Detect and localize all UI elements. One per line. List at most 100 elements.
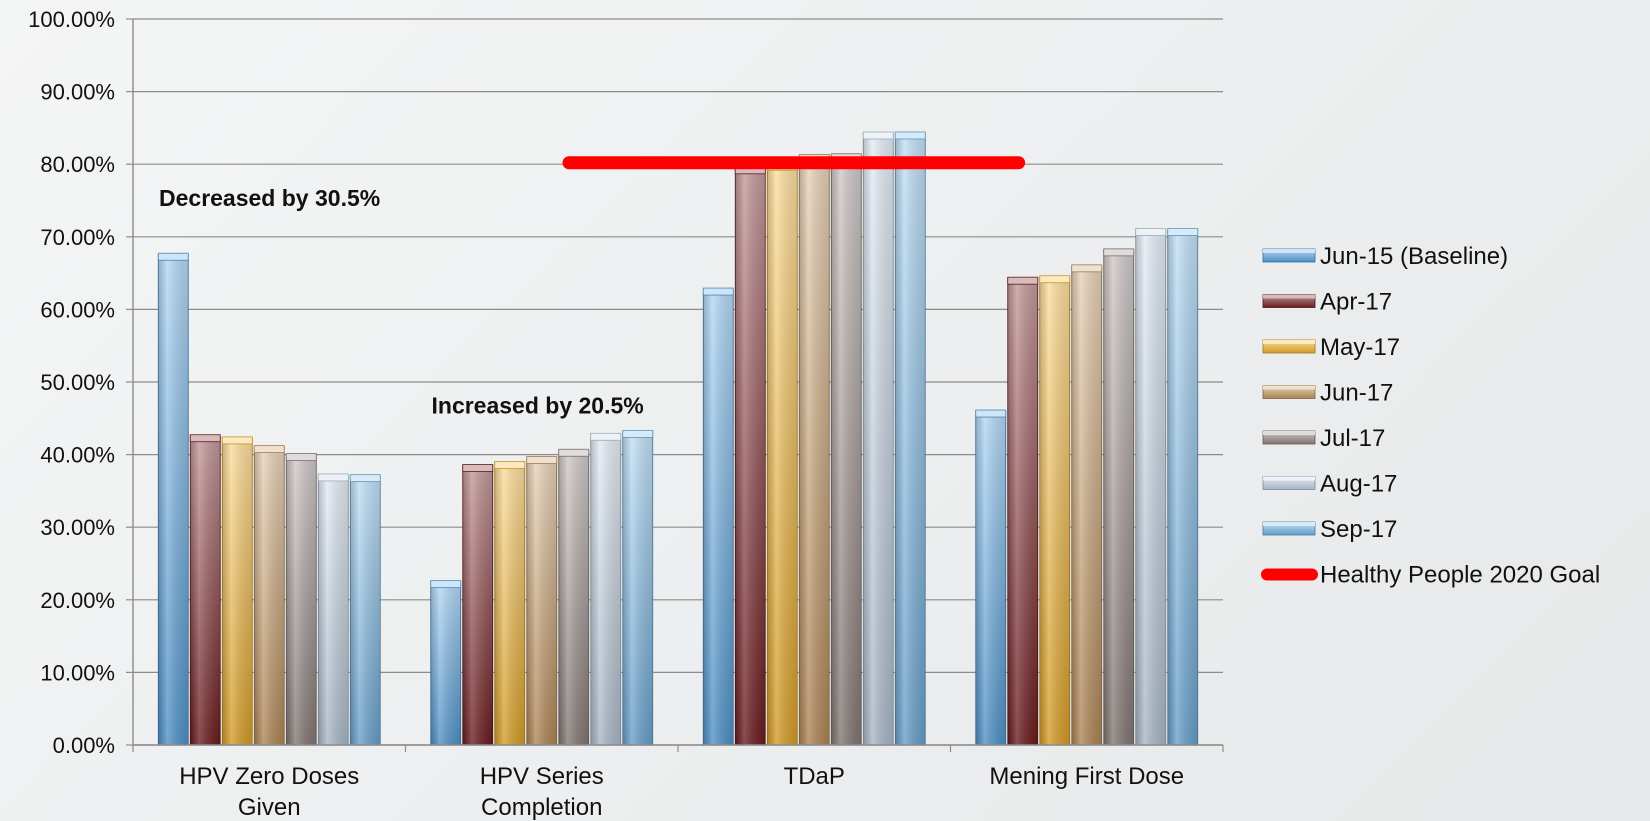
bar — [494, 461, 526, 746]
y-tick-label: 40.00% — [40, 443, 115, 468]
bar-cap — [558, 448, 590, 457]
y-tick-label: 0.00% — [53, 733, 115, 758]
bar-cap — [1039, 275, 1071, 284]
legend-swatch-cap — [1263, 340, 1315, 344]
bar-shading — [254, 446, 285, 745]
bar — [430, 580, 462, 746]
bar-shading — [286, 454, 317, 745]
bar-shading — [430, 581, 461, 745]
bar-cap — [349, 474, 381, 483]
bar-shading — [831, 154, 862, 746]
bar-cap — [430, 580, 462, 589]
category-label: Given — [238, 794, 301, 821]
legend-item: Jun-17 — [1262, 380, 1393, 407]
bar-cap — [1071, 264, 1103, 273]
bar-cap — [1167, 228, 1199, 236]
bar — [1103, 248, 1135, 746]
bar-shading — [735, 167, 766, 745]
bar-shading — [1103, 249, 1134, 746]
bar-cap — [590, 432, 622, 441]
y-tick-label: 50.00% — [40, 370, 115, 395]
bar — [1039, 275, 1071, 746]
bar — [1167, 228, 1199, 746]
bar-shading — [975, 411, 1006, 745]
bar — [830, 153, 862, 746]
bar — [894, 131, 926, 746]
legend-label: Jun-15 (Baseline) — [1320, 243, 1508, 270]
bar — [798, 154, 830, 746]
legend-swatch-cap — [1263, 431, 1315, 435]
bar — [462, 464, 494, 746]
category-label: Completion — [481, 794, 602, 821]
bar-cap — [894, 131, 926, 140]
bar-shading — [526, 457, 557, 745]
bar-cap — [285, 453, 317, 462]
bar — [1135, 228, 1167, 746]
bar-cap — [862, 131, 894, 140]
bar-shading — [767, 164, 798, 745]
bar-cap — [317, 473, 349, 482]
bar-cap — [1135, 228, 1167, 236]
bar-shading — [222, 437, 253, 745]
y-axis-tick-labels: 0.00% 10.00% 20.00% 30.00% 40.00% 50.00% 60.00… — [28, 7, 115, 758]
bar — [590, 432, 622, 746]
bar — [975, 409, 1007, 746]
bar — [526, 456, 558, 746]
bar — [189, 434, 221, 746]
legend-label: Sep-17 — [1320, 516, 1397, 543]
bar — [317, 473, 349, 746]
legend-item: Aug-17 — [1262, 471, 1397, 498]
bar — [221, 436, 253, 746]
bar — [1007, 276, 1039, 746]
legend: Jun-15 (Baseline) Apr-17 May-17 Jun-17 Jul-1… — [1261, 243, 1600, 589]
bar-shading — [895, 132, 926, 745]
bar-shading — [494, 462, 525, 745]
y-tick-label: 100.00% — [28, 7, 115, 32]
legend-swatch-cap — [1263, 476, 1315, 481]
bar — [622, 429, 654, 746]
legend-label: Aug-17 — [1320, 471, 1397, 498]
bar-shading — [350, 475, 381, 745]
y-tick-label: 80.00% — [40, 152, 115, 177]
bars — [157, 131, 1199, 746]
bar — [766, 162, 798, 746]
bar — [734, 166, 766, 746]
category-label: HPV Series — [480, 763, 604, 790]
bar — [862, 131, 894, 746]
bar — [558, 448, 590, 746]
bar-shading — [558, 450, 589, 745]
bar-shading — [318, 474, 349, 745]
bar-cap — [157, 252, 189, 261]
bar-cap — [1007, 276, 1039, 285]
annotations: Decreased by 30.5% Increased by 20.5% — [159, 185, 644, 418]
bar — [702, 287, 734, 746]
bar-cap — [622, 429, 654, 438]
bar-cap — [702, 287, 734, 296]
y-tick-label: 70.00% — [40, 225, 115, 250]
legend-item: Apr-17 — [1262, 289, 1392, 316]
bar-cap — [253, 445, 285, 454]
legend-swatch-cap — [1263, 249, 1315, 253]
bar-cap — [189, 434, 221, 443]
legend-item: May-17 — [1262, 334, 1400, 361]
legend-label: Healthy People 2020 Goal — [1320, 562, 1600, 589]
bar — [1071, 264, 1103, 746]
bar-shading — [590, 434, 621, 745]
x-axis-category-labels: HPV Zero Doses Given HPV Series Completion T… — [179, 763, 1184, 821]
bar-shading — [622, 431, 653, 745]
y-tick-label: 90.00% — [40, 80, 115, 105]
legend-item: Jun-15 (Baseline) — [1262, 243, 1508, 270]
legend-label: Jun-17 — [1320, 380, 1393, 407]
bar-shading — [799, 155, 830, 745]
bar-shading — [1167, 229, 1198, 746]
bar-cap — [462, 464, 494, 472]
category-label: HPV Zero Doses — [179, 763, 359, 790]
annotation: Increased by 20.5% — [432, 392, 644, 418]
y-tick-label: 60.00% — [40, 297, 115, 322]
legend-item-goal: Healthy People 2020 Goal — [1261, 562, 1600, 589]
bar-shading — [1071, 265, 1102, 745]
axes — [132, 19, 1224, 752]
bar-shading — [1007, 278, 1038, 745]
bar-shading — [158, 254, 189, 745]
bar-cap — [975, 409, 1007, 418]
